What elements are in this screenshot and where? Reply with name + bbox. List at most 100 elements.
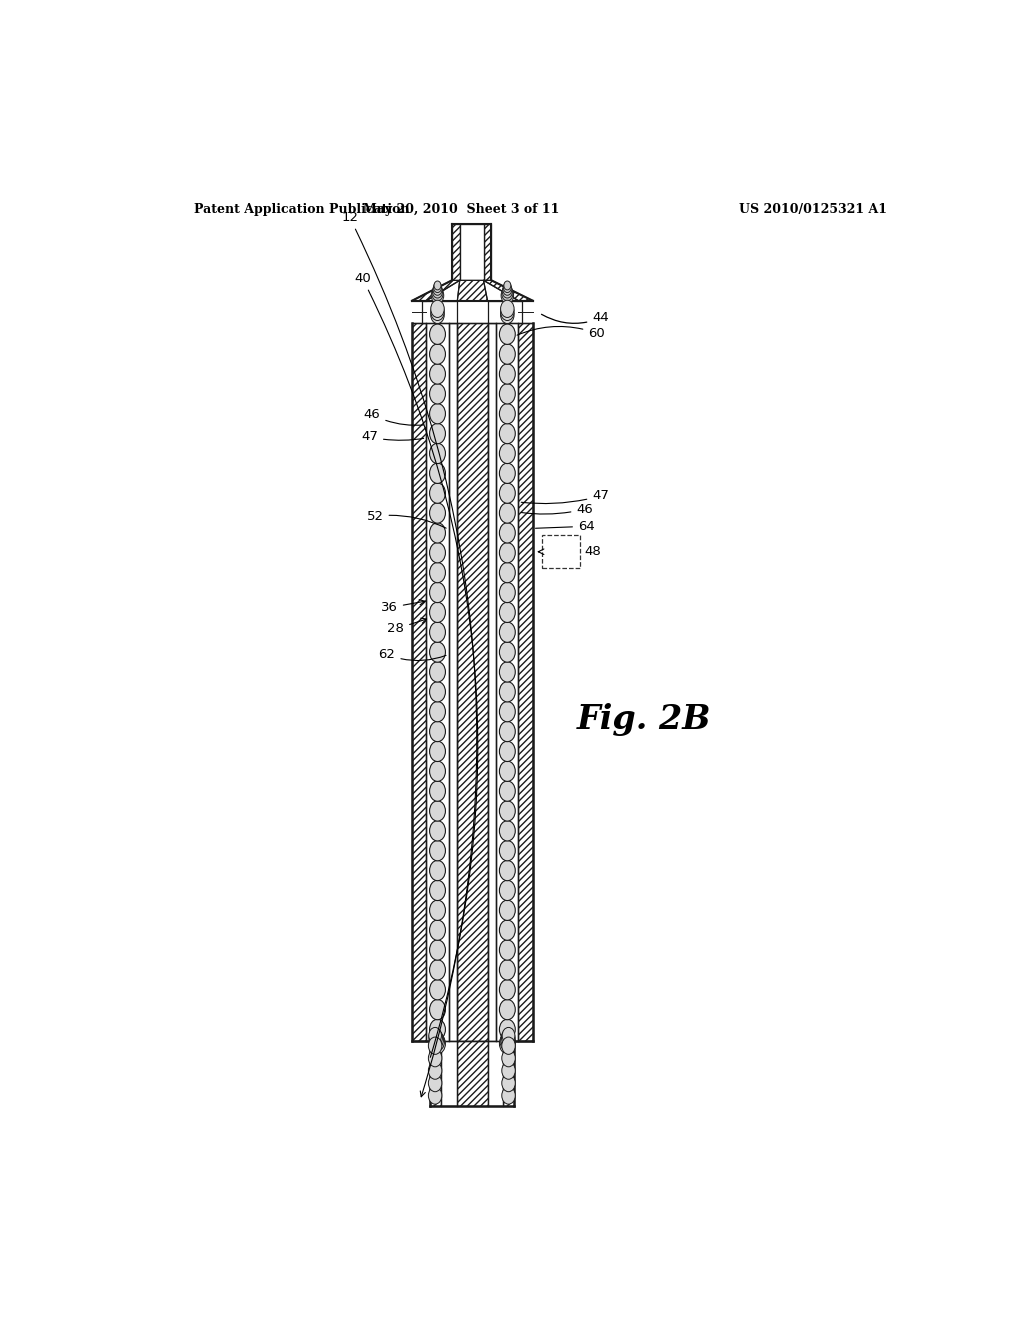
Circle shape — [430, 940, 445, 960]
Polygon shape — [449, 323, 458, 1040]
Circle shape — [432, 285, 442, 298]
Circle shape — [430, 880, 445, 900]
Circle shape — [430, 1034, 445, 1053]
Polygon shape — [503, 1040, 514, 1106]
Circle shape — [500, 523, 515, 543]
Circle shape — [500, 384, 515, 404]
Circle shape — [430, 384, 445, 404]
Circle shape — [502, 1038, 515, 1055]
Circle shape — [501, 304, 514, 321]
Circle shape — [500, 661, 515, 682]
Circle shape — [430, 364, 445, 384]
Circle shape — [434, 281, 441, 290]
Polygon shape — [458, 1040, 487, 1106]
Circle shape — [430, 483, 445, 503]
Polygon shape — [487, 301, 522, 323]
Circle shape — [500, 821, 515, 841]
Circle shape — [433, 284, 442, 296]
Text: 64: 64 — [536, 520, 595, 533]
Circle shape — [500, 325, 515, 345]
Circle shape — [502, 1063, 515, 1080]
Text: 47: 47 — [521, 490, 609, 503]
Text: 40: 40 — [354, 272, 478, 1057]
Circle shape — [430, 999, 445, 1020]
Circle shape — [500, 1019, 515, 1040]
Polygon shape — [483, 280, 532, 301]
Circle shape — [428, 1049, 442, 1067]
Circle shape — [500, 622, 515, 643]
Circle shape — [430, 861, 445, 880]
Text: 48: 48 — [585, 545, 601, 558]
Text: 47: 47 — [361, 430, 424, 444]
Circle shape — [502, 1086, 515, 1104]
Circle shape — [430, 345, 445, 364]
Polygon shape — [483, 224, 492, 280]
Circle shape — [430, 582, 445, 603]
Circle shape — [501, 1031, 515, 1049]
Text: 46: 46 — [521, 503, 593, 516]
Polygon shape — [487, 1040, 503, 1106]
Circle shape — [500, 742, 515, 762]
Circle shape — [431, 306, 444, 323]
Polygon shape — [518, 323, 532, 1040]
Circle shape — [430, 979, 445, 999]
Circle shape — [430, 681, 445, 702]
Circle shape — [429, 1030, 442, 1047]
Circle shape — [500, 424, 515, 444]
Circle shape — [430, 841, 445, 861]
Circle shape — [502, 286, 513, 301]
Polygon shape — [440, 1040, 458, 1106]
Circle shape — [500, 920, 515, 940]
Circle shape — [430, 701, 445, 722]
Circle shape — [500, 602, 515, 623]
Circle shape — [500, 1032, 515, 1051]
Circle shape — [429, 1032, 444, 1051]
Circle shape — [430, 742, 445, 762]
Circle shape — [430, 463, 445, 483]
Polygon shape — [458, 280, 487, 301]
Circle shape — [430, 821, 445, 841]
Circle shape — [500, 463, 515, 483]
Circle shape — [430, 781, 445, 801]
Circle shape — [500, 801, 515, 821]
Circle shape — [500, 762, 515, 781]
Circle shape — [430, 523, 445, 543]
Circle shape — [430, 721, 445, 742]
Circle shape — [428, 1086, 442, 1104]
Circle shape — [430, 503, 445, 523]
Polygon shape — [452, 224, 460, 280]
Circle shape — [500, 562, 515, 582]
Polygon shape — [458, 323, 487, 1040]
Circle shape — [500, 364, 515, 384]
Circle shape — [430, 543, 445, 562]
Circle shape — [429, 1031, 443, 1049]
Circle shape — [502, 1027, 515, 1044]
Circle shape — [500, 503, 515, 523]
Circle shape — [501, 300, 514, 318]
Circle shape — [502, 1049, 515, 1067]
Circle shape — [428, 1063, 442, 1080]
Circle shape — [430, 444, 445, 463]
Circle shape — [500, 681, 515, 702]
Circle shape — [430, 602, 445, 623]
Circle shape — [431, 288, 443, 304]
Text: Fig. 2B: Fig. 2B — [577, 704, 711, 737]
Circle shape — [503, 284, 512, 296]
Circle shape — [430, 900, 445, 920]
Circle shape — [500, 543, 515, 562]
Circle shape — [500, 960, 515, 979]
Circle shape — [504, 281, 511, 290]
Text: Patent Application Publication: Patent Application Publication — [194, 203, 410, 216]
Circle shape — [501, 288, 514, 304]
Circle shape — [501, 306, 514, 323]
Circle shape — [430, 622, 445, 643]
Circle shape — [430, 661, 445, 682]
Text: 44: 44 — [542, 312, 609, 325]
Circle shape — [502, 1030, 515, 1047]
Circle shape — [500, 444, 515, 463]
Polygon shape — [412, 280, 460, 301]
Text: May 20, 2010  Sheet 3 of 11: May 20, 2010 Sheet 3 of 11 — [364, 203, 559, 216]
Circle shape — [500, 701, 515, 722]
Polygon shape — [412, 323, 426, 1040]
Circle shape — [500, 483, 515, 503]
